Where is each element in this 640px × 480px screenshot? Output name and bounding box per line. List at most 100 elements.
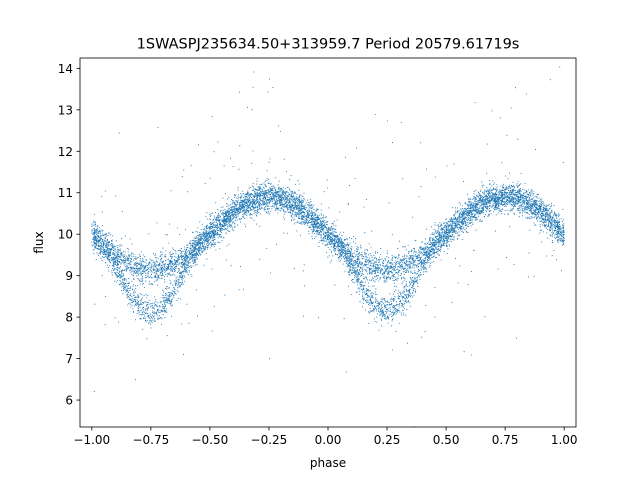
data-point (157, 278, 159, 280)
data-point (170, 292, 172, 294)
data-point (363, 255, 365, 257)
data-point (187, 251, 189, 253)
data-point (498, 205, 500, 208)
data-point (499, 199, 501, 202)
data-point (381, 298, 383, 301)
data-point (233, 213, 235, 215)
data-point (286, 186, 288, 188)
data-point (138, 262, 140, 264)
data-point (361, 258, 363, 260)
data-point (143, 310, 145, 312)
data-point (315, 236, 317, 238)
data-point (381, 273, 383, 275)
data-points (91, 66, 565, 428)
data-point (525, 217, 527, 219)
data-point (118, 132, 120, 134)
data-point (171, 267, 173, 269)
data-point (269, 213, 271, 215)
data-point (276, 196, 278, 198)
data-point (347, 285, 350, 287)
data-point (105, 234, 107, 236)
data-point (159, 269, 161, 271)
data-point (311, 221, 313, 223)
data-point (379, 261, 381, 263)
data-point (384, 257, 386, 260)
data-point (138, 264, 140, 266)
data-point (159, 306, 161, 308)
data-point (266, 204, 268, 206)
data-point (386, 271, 388, 273)
data-point (446, 242, 448, 244)
data-point (289, 197, 291, 199)
data-point (551, 235, 553, 237)
data-point (380, 319, 383, 321)
data-point (211, 228, 213, 230)
data-point (333, 249, 335, 251)
data-point (440, 228, 442, 230)
data-point (543, 204, 545, 206)
data-point (143, 313, 145, 315)
data-point (150, 266, 152, 268)
data-point (399, 322, 401, 324)
data-point (461, 230, 463, 233)
data-point (170, 301, 172, 303)
data-point (510, 202, 512, 204)
data-point (168, 273, 170, 275)
data-point (518, 185, 520, 187)
data-point (183, 248, 186, 250)
data-point (164, 300, 166, 302)
data-point (152, 268, 154, 270)
data-point (377, 266, 379, 268)
data-point (517, 138, 519, 140)
data-point (395, 301, 398, 303)
data-point (364, 232, 366, 234)
data-point (129, 257, 131, 260)
data-point (195, 289, 197, 291)
data-point (423, 248, 425, 250)
data-point (168, 287, 170, 289)
data-point (363, 276, 365, 278)
data-point (107, 246, 109, 248)
data-point (314, 227, 316, 229)
data-point (392, 267, 394, 269)
data-point (214, 212, 216, 214)
data-point (150, 303, 152, 305)
data-point (194, 264, 196, 266)
data-point (361, 254, 363, 256)
data-point (387, 317, 390, 319)
data-point (563, 239, 565, 241)
data-point (523, 207, 525, 210)
data-point (102, 233, 104, 235)
data-point (260, 192, 262, 194)
data-point (560, 238, 562, 240)
data-point (172, 284, 174, 286)
data-point (461, 204, 463, 207)
data-point (120, 274, 122, 276)
data-point (373, 280, 375, 282)
data-point (393, 279, 396, 281)
data-point (405, 280, 407, 282)
data-point (387, 273, 389, 275)
data-point (492, 193, 494, 195)
data-point (454, 220, 456, 222)
data-point (493, 188, 495, 190)
data-point (412, 264, 414, 266)
data-point (295, 222, 297, 224)
data-point (500, 191, 502, 193)
data-point (492, 211, 495, 213)
data-point (344, 271, 346, 273)
data-point (210, 235, 213, 237)
data-point (135, 304, 137, 307)
data-point (326, 243, 328, 246)
data-point (165, 274, 167, 276)
data-point (278, 180, 280, 182)
data-point (396, 279, 398, 281)
data-point (293, 214, 295, 216)
data-point (415, 253, 417, 255)
data-point (157, 257, 159, 259)
data-point (433, 241, 435, 243)
data-point (420, 260, 423, 262)
data-point (437, 242, 439, 244)
data-point (370, 261, 372, 263)
data-point (454, 231, 456, 233)
